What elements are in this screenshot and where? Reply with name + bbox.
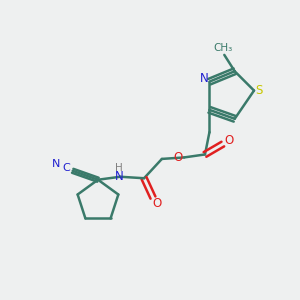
- Text: S: S: [256, 84, 263, 97]
- Text: O: O: [173, 151, 182, 164]
- Text: N: N: [114, 170, 123, 183]
- Text: CH₃: CH₃: [213, 44, 232, 53]
- Text: O: O: [224, 134, 233, 147]
- Text: N: N: [52, 159, 61, 169]
- Text: N: N: [200, 72, 208, 85]
- Text: O: O: [153, 197, 162, 210]
- Text: H: H: [115, 164, 123, 173]
- Text: C: C: [62, 163, 70, 173]
